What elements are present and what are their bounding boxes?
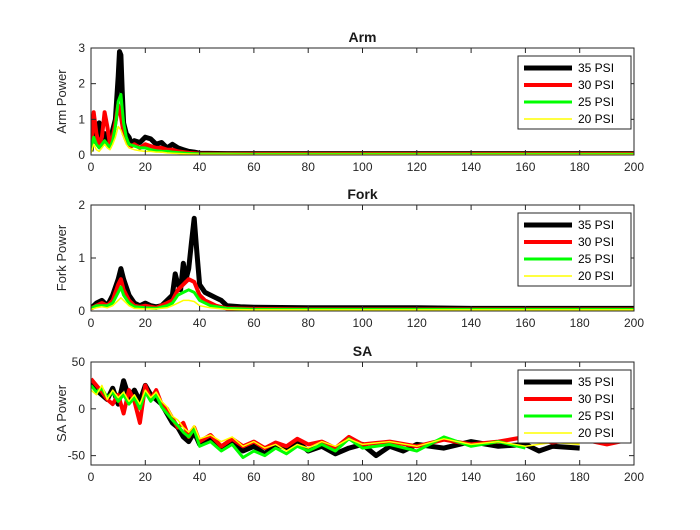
y-tick-label: 0 [78,402,85,416]
chart-title: Fork [347,186,378,202]
legend-label: 25 PSI [578,252,614,266]
chart-panel-2: 0 20 40 60 80 100 120 140 160 180 200 0 1 2 Fork Fork P… [54,186,644,330]
x-tick-label: 20 [139,316,153,330]
y-tick-label: 1 [78,112,85,126]
x-tick-label: 60 [247,316,261,330]
legend: 35 PSI 30 PSI 25 PSI 20 PSI [517,55,632,130]
series-line-20-psi [91,297,634,311]
x-tick-label: 0 [88,470,95,484]
y-tick-label: -50 [68,449,86,463]
y-tick-label: 2 [78,77,85,91]
x-tick-label: 80 [302,470,316,484]
x-tick-label: 180 [570,316,590,330]
y-tick-label: 50 [72,355,86,369]
x-tick-label: 120 [407,470,427,484]
x-tick-label: 140 [461,160,481,174]
legend-label: 35 PSI [578,375,614,389]
x-tick-label: 160 [515,160,535,174]
y-tick-label: 2 [78,198,85,212]
legend-label: 35 PSI [578,218,614,232]
legend: 35 PSI 30 PSI 25 PSI 20 PSI [517,369,632,444]
x-tick-label: 180 [570,470,590,484]
x-tick-label: 40 [193,160,207,174]
x-tick-label: 200 [624,160,644,174]
series-group [91,377,621,459]
y-tick-label: 1 [78,251,85,265]
y-tick-label: 0 [78,304,85,318]
x-tick-label: 20 [139,160,153,174]
x-tick-label: 0 [88,316,95,330]
series-line-25-psi [91,384,526,459]
x-tick-label: 80 [302,160,316,174]
x-tick-label: 140 [461,470,481,484]
x-tick-label: 80 [302,316,316,330]
x-tick-label: 0 [88,160,95,174]
y-tick-label: 3 [78,41,85,55]
legend-label: 20 PSI [578,269,614,283]
x-tick-label: 60 [247,470,261,484]
x-tick-label: 100 [352,160,372,174]
x-tick-label: 40 [193,470,207,484]
x-tick-label: 140 [461,316,481,330]
legend-label: 30 PSI [578,235,614,249]
series-group [91,215,634,311]
chart-title: Arm [348,29,376,45]
chart-panel-1: 0 20 40 60 80 100 120 140 160 180 200 0 1 2 3 Arm Arm Po… [54,29,644,174]
legend-label: 20 PSI [578,112,614,126]
x-tick-label: 200 [624,470,644,484]
x-tick-label: 100 [352,316,372,330]
x-tick-label: 60 [247,160,261,174]
legend: 35 PSI 30 PSI 25 PSI 20 PSI [517,212,632,287]
x-tick-label: 120 [407,316,427,330]
y-axis-label: Arm Power [54,69,69,134]
x-tick-label: 120 [407,160,427,174]
legend-label: 35 PSI [578,61,614,75]
x-tick-label: 200 [624,316,644,330]
y-axis-label: Fork Power [54,224,69,291]
x-tick-label: 160 [515,316,535,330]
y-axis-label: SA Power [54,384,69,442]
legend-label: 20 PSI [578,426,614,440]
x-tick-label: 180 [570,160,590,174]
legend-label: 30 PSI [578,392,614,406]
x-tick-label: 40 [193,316,207,330]
legend-label: 30 PSI [578,78,614,92]
x-tick-label: 20 [139,470,153,484]
legend-label: 25 PSI [578,409,614,423]
x-tick-label: 160 [515,470,535,484]
y-tick-label: 0 [78,148,85,162]
series-line-20-psi [91,384,580,452]
chart-title: SA [353,343,372,359]
x-tick-label: 100 [352,470,372,484]
legend-label: 25 PSI [578,95,614,109]
